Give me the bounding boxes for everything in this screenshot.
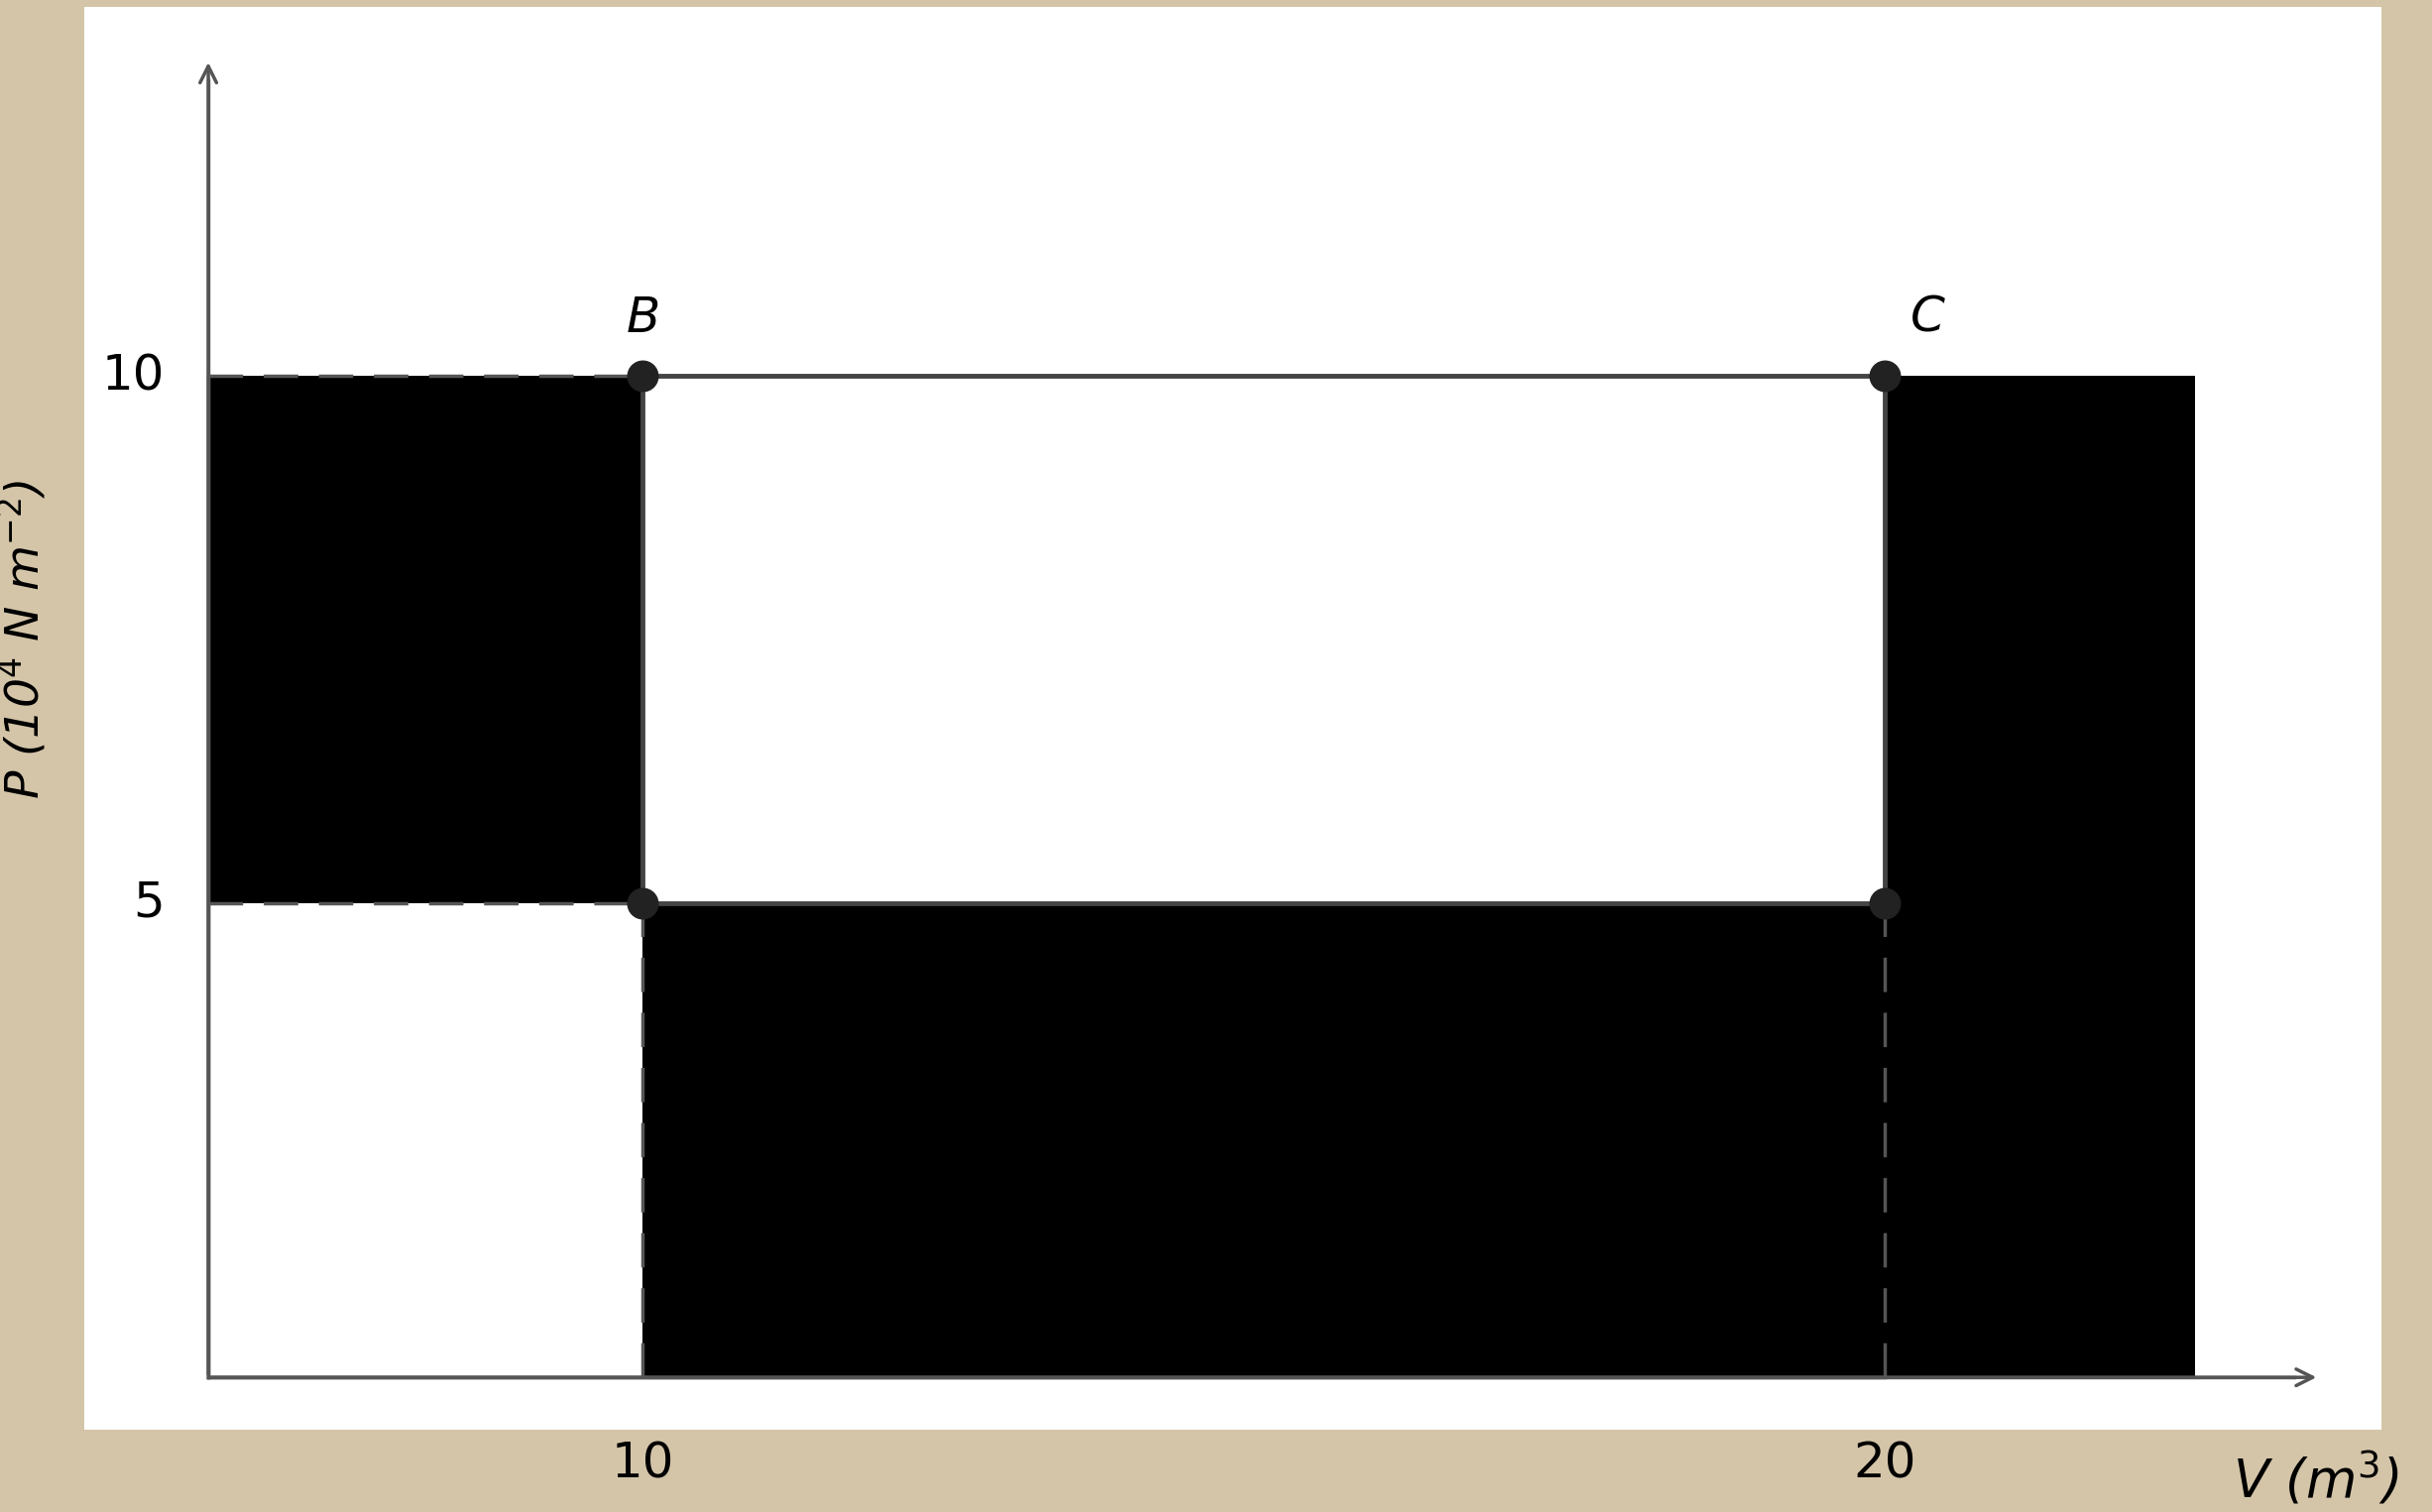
Text: 10: 10 bbox=[610, 1441, 674, 1488]
Bar bbox=[642, 903, 1885, 1377]
Text: 5: 5 bbox=[134, 878, 165, 927]
Text: A: A bbox=[669, 948, 703, 995]
Text: D: D bbox=[1977, 878, 2016, 927]
Text: 20: 20 bbox=[1853, 1441, 1916, 1488]
Text: $P$ (10$^4$ N m$^{-2}$): $P$ (10$^4$ N m$^{-2}$) bbox=[0, 479, 49, 800]
Bar bbox=[642, 376, 1885, 903]
Text: $V$ (m$^3$): $V$ (m$^3$) bbox=[2233, 1452, 2398, 1509]
Text: B: B bbox=[625, 293, 659, 342]
Bar bbox=[1885, 376, 2196, 1377]
Text: 10: 10 bbox=[102, 352, 165, 399]
Text: C: C bbox=[1912, 293, 1946, 342]
Bar bbox=[209, 376, 642, 903]
